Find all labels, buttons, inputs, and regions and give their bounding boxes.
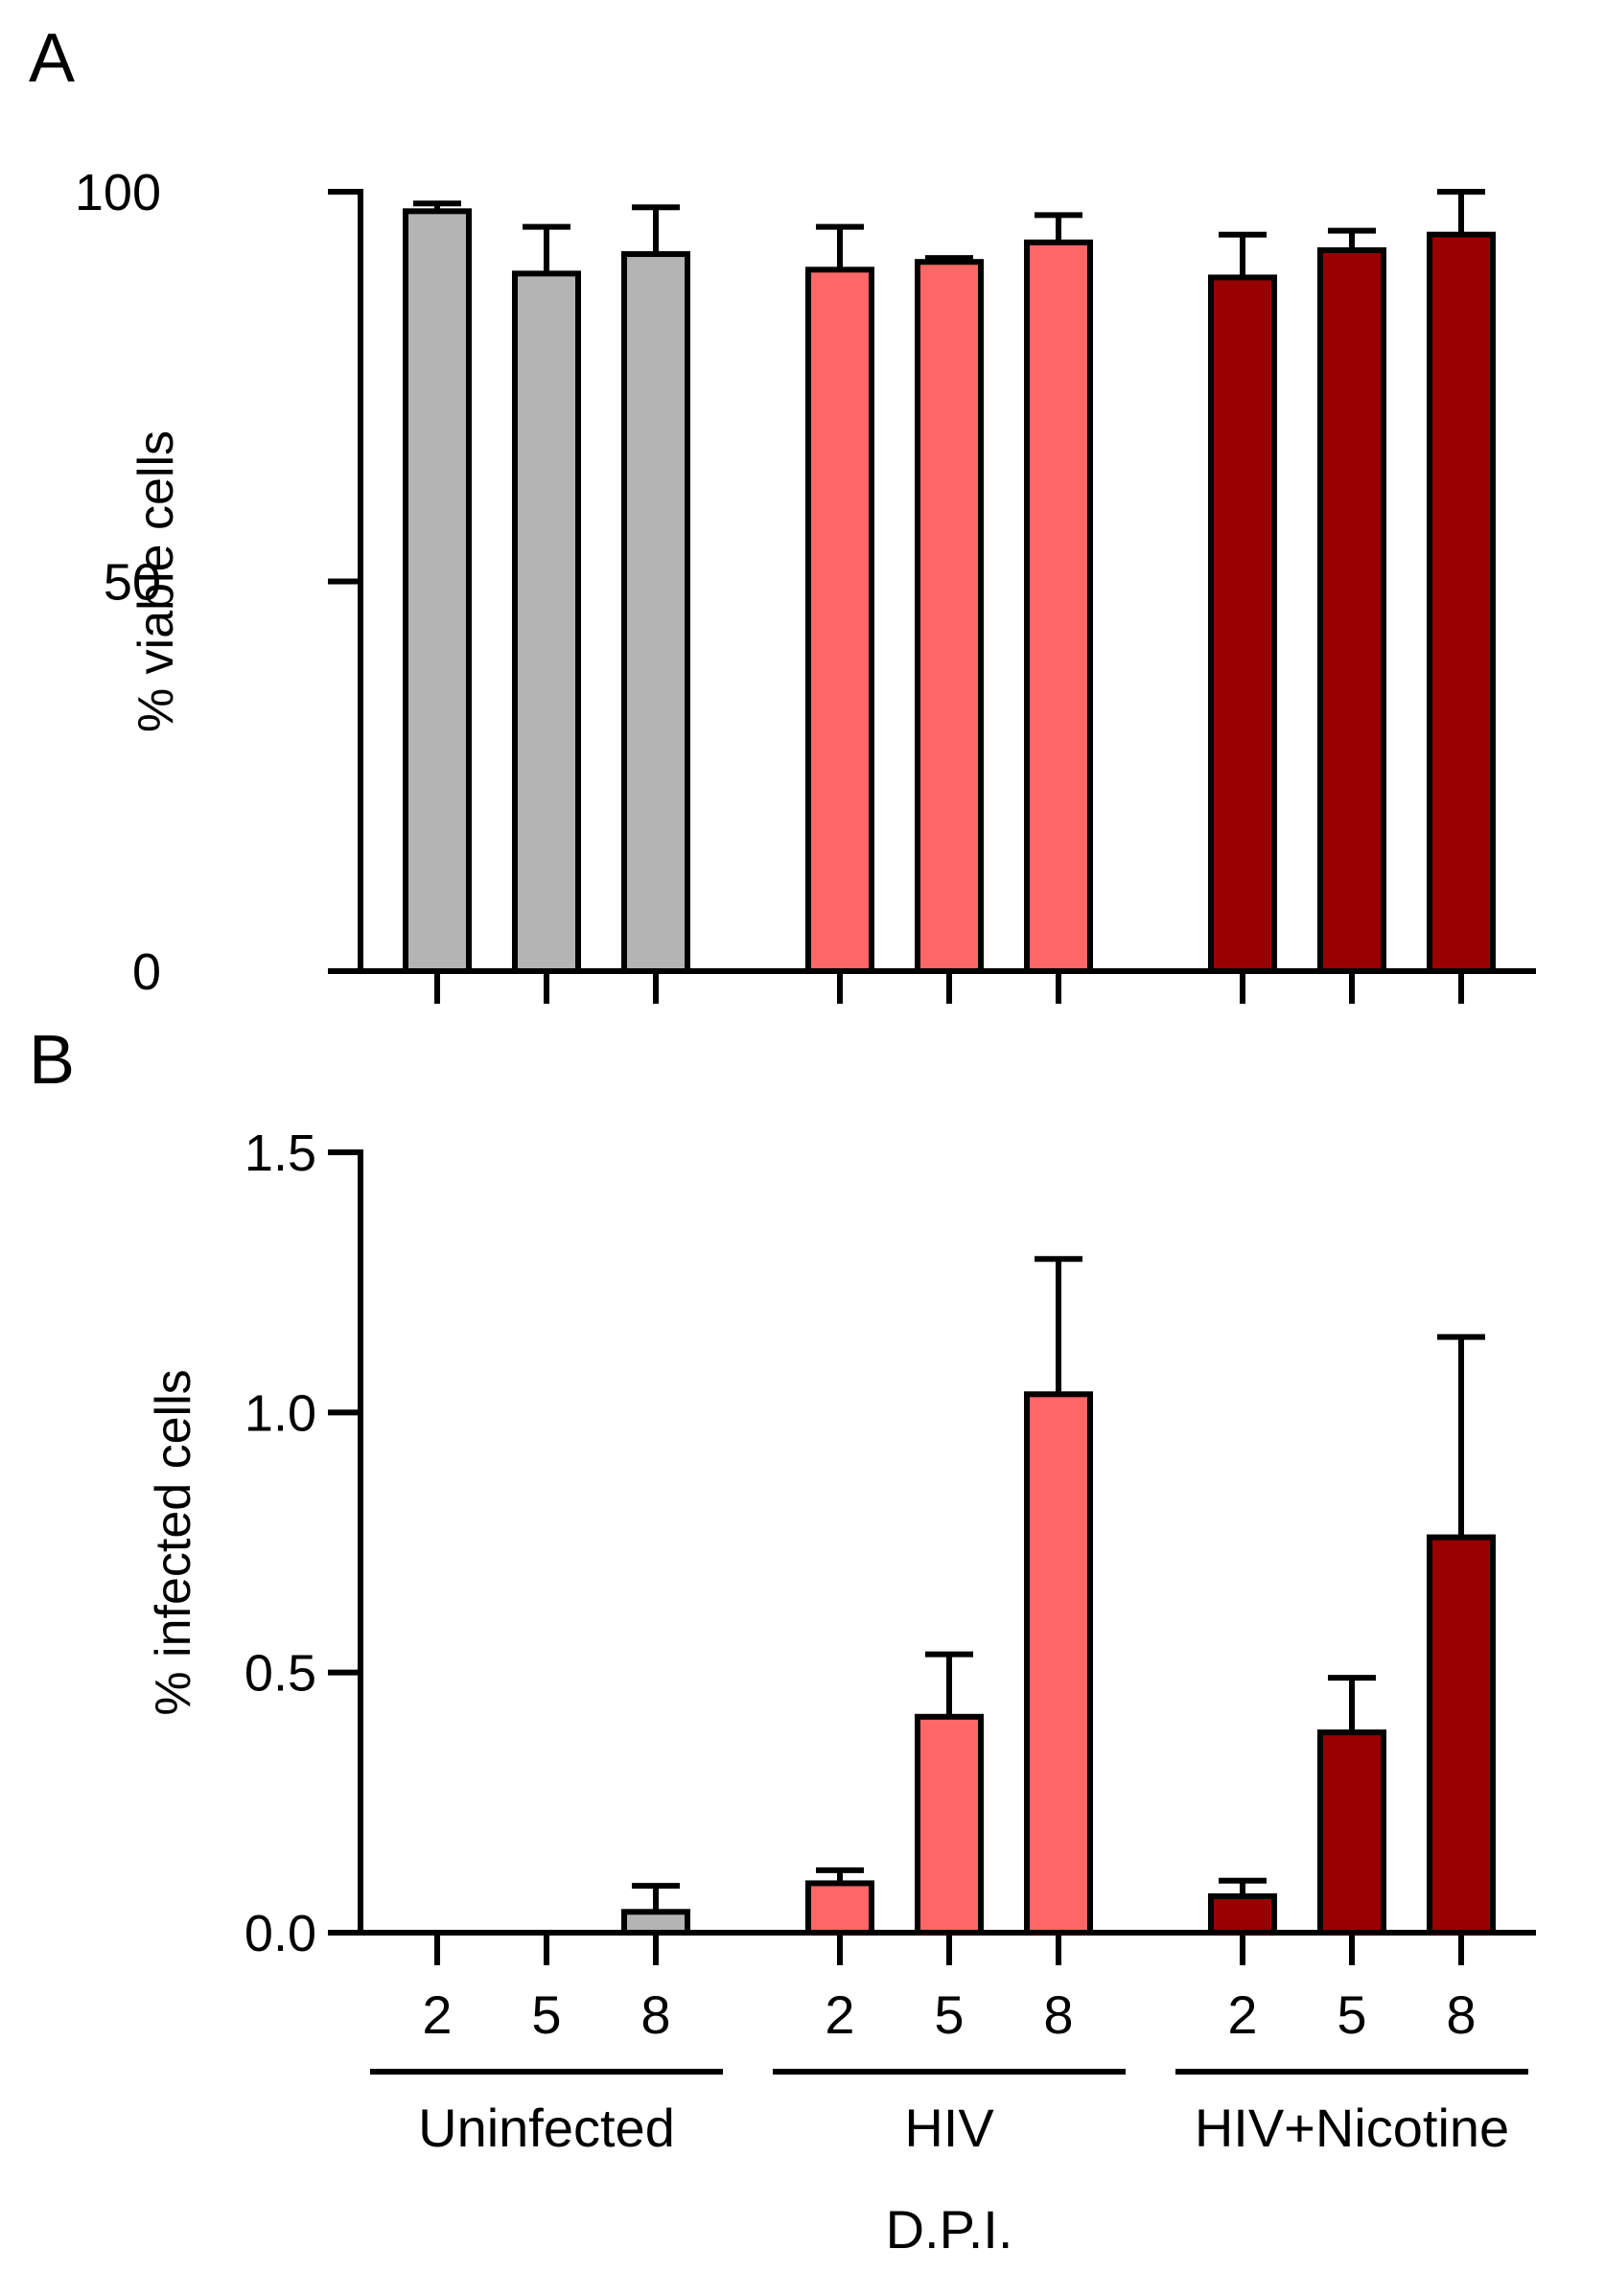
bar-a-hiv-2	[805, 267, 874, 974]
y-tick-label-0.0: 0.0	[244, 1905, 316, 1962]
bar-b-hiv-5	[915, 1713, 984, 1936]
bar-a-hiv-8	[1024, 239, 1093, 975]
x-tick-label-b-hiv-nicotine-5: 5	[1337, 1984, 1366, 2045]
y-axis-title: % viable cells	[128, 430, 184, 732]
y-tick-label-1.5: 1.5	[244, 1125, 316, 1182]
group-label-2: HIV+Nicotine	[1195, 2098, 1509, 2158]
bar-a-hiv-nicotine-8	[1427, 231, 1496, 974]
bar-b-uninfected-8	[621, 1909, 690, 1937]
panel-a-chart: A 0 50 100 % viable cells	[29, 20, 1536, 1004]
bar-b-hiv-2	[805, 1880, 874, 1936]
panel-b-chart: B 0.0 0.5 1.0 1.5 % infected cells 2 5 8 Uninfect…	[29, 1022, 1536, 2260]
x-tick-label-b-uninfected-2: 2	[422, 1984, 452, 2045]
y-tick-label-0: 0	[132, 943, 161, 1001]
y-axis-title: % infected cells	[146, 1369, 201, 1715]
x-tick-label-b-uninfected-5: 5	[531, 1984, 561, 2045]
x-tick-label-b-hiv-8: 8	[1043, 1984, 1073, 2045]
bar-a-uninfected-2	[403, 208, 472, 974]
y-tick-label-100: 100	[75, 164, 161, 221]
bar-a-uninfected-5	[512, 270, 581, 974]
x-tick-label-b-hiv-5: 5	[934, 1984, 964, 2045]
x-tick-label-b-uninfected-8: 8	[640, 1984, 670, 2045]
bar-a-hiv-nicotine-2	[1208, 274, 1277, 974]
panel-letter-b: B	[29, 1022, 75, 1099]
bar-a-uninfected-8	[621, 251, 690, 975]
y-tick-label-1.0: 1.0	[244, 1384, 316, 1442]
panel-letter-a: A	[29, 20, 75, 97]
x-tick-label-b-hiv-nicotine-8: 8	[1446, 1984, 1476, 2045]
group-label-1: HIV	[904, 2098, 994, 2158]
group-label-0: Uninfected	[418, 2098, 675, 2158]
x-axis-title: D.P.I.	[886, 2199, 1013, 2260]
bar-a-hiv-5	[915, 259, 984, 975]
bar-b-hiv-8	[1024, 1391, 1093, 1936]
x-tick-label-b-hiv-nicotine-2: 2	[1227, 1984, 1257, 2045]
bar-b-hiv-nicotine-2	[1208, 1893, 1277, 1936]
y-tick-label-50: 50	[104, 554, 161, 612]
bar-b-hiv-nicotine-5	[1317, 1729, 1386, 1937]
y-tick-label-0.5: 0.5	[244, 1645, 316, 1703]
x-tick-label-b-hiv-2: 2	[825, 1984, 854, 2045]
bar-b-hiv-nicotine-8	[1427, 1534, 1496, 1937]
bar-a-hiv-nicotine-5	[1317, 246, 1386, 975]
